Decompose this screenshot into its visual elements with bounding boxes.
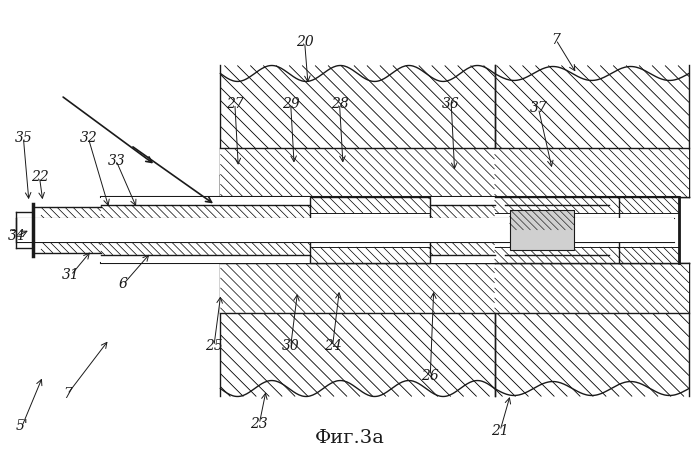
Bar [310, 197, 430, 263]
Text: 26: 26 [421, 369, 439, 383]
Text: 20: 20 [296, 35, 314, 49]
Bar [220, 148, 495, 197]
Bar [220, 66, 495, 197]
Bar [495, 148, 689, 197]
Bar [495, 66, 689, 197]
Bar [510, 210, 574, 250]
Text: 35: 35 [15, 131, 32, 145]
Text: 37: 37 [530, 101, 547, 115]
Text: 27: 27 [226, 97, 244, 111]
Text: 7: 7 [552, 33, 560, 47]
Bar [33, 219, 150, 241]
Bar [495, 197, 620, 263]
Bar [220, 263, 495, 397]
Text: 31: 31 [62, 268, 80, 282]
Text: 33: 33 [107, 154, 125, 168]
Bar [220, 148, 689, 197]
Bar [495, 263, 689, 397]
Bar [495, 263, 689, 313]
Text: 34: 34 [8, 230, 25, 243]
Text: 24: 24 [323, 339, 342, 353]
Bar [41, 207, 101, 219]
Bar [16, 218, 674, 242]
Text: 22: 22 [31, 170, 48, 184]
Bar [620, 197, 679, 263]
Text: 28: 28 [330, 97, 349, 111]
Bar [220, 263, 495, 313]
Text: Фиг.3a: Фиг.3a [315, 429, 385, 447]
Bar [220, 263, 689, 313]
Text: 7: 7 [63, 387, 72, 401]
Text: 21: 21 [491, 424, 509, 438]
Text: 23: 23 [251, 417, 268, 431]
Text: 36: 36 [442, 97, 460, 111]
Text: 29: 29 [282, 97, 300, 111]
Bar [41, 241, 101, 253]
Text: 25: 25 [205, 339, 223, 353]
Text: 32: 32 [79, 131, 97, 145]
Bar [220, 175, 265, 197]
Text: 30: 30 [282, 339, 300, 353]
Bar [101, 197, 679, 263]
Text: 5': 5' [15, 419, 29, 433]
Text: 6: 6 [119, 277, 127, 291]
